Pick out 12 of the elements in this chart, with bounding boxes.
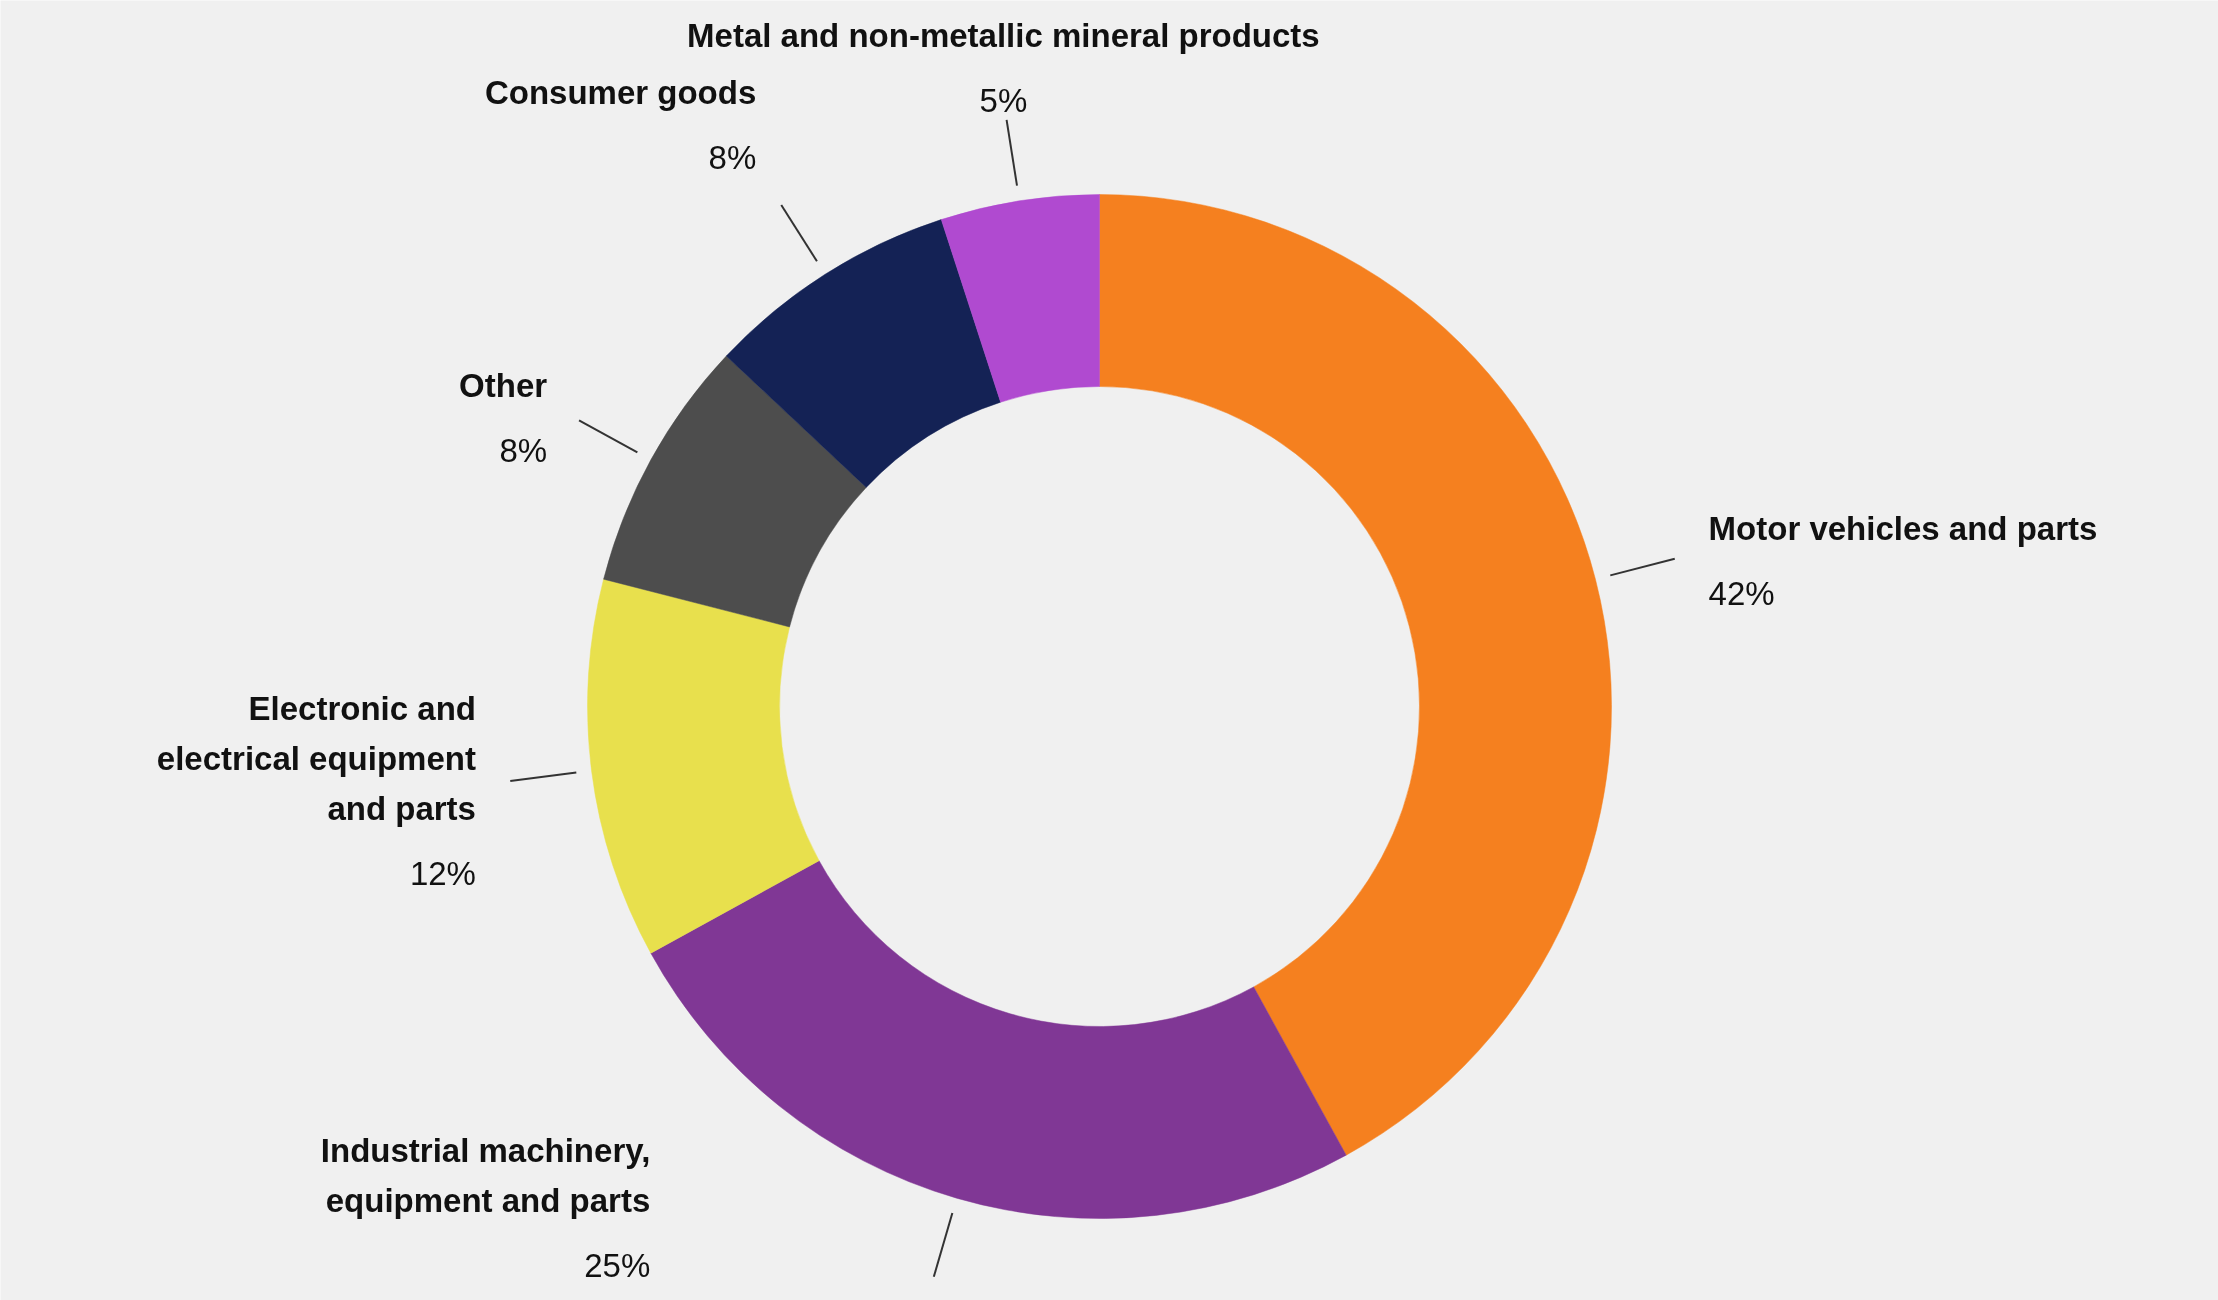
slice-label: Motor vehicles and parts — [1708, 510, 2098, 548]
slice-label: Industrial machinery, equipment and parts — [320, 1132, 651, 1219]
slice-label: Electronic and electrical equipment and parts — [156, 690, 476, 827]
slice-label: Consumer goods — [484, 74, 757, 112]
data-label: 12% — [409, 855, 476, 892]
data-label: 25% — [584, 1247, 651, 1284]
slice-label: Metal and non-metallic mineral products — [687, 17, 1320, 54]
data-label: 8% — [499, 432, 548, 470]
data-label: 5% — [979, 82, 1028, 119]
slice-label: Other — [459, 367, 548, 405]
data-label: 8% — [708, 139, 757, 177]
data-label: 42% — [1708, 575, 1775, 613]
